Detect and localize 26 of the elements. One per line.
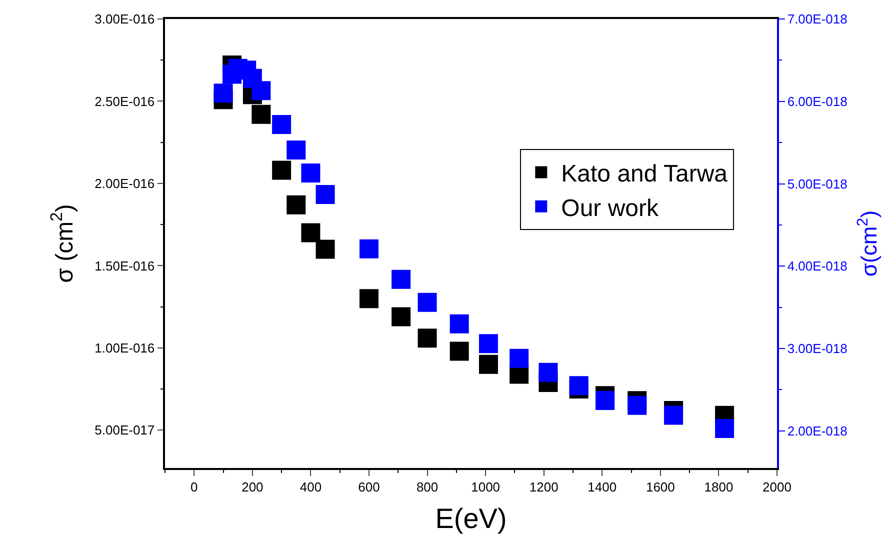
x-tick-label: 1000 <box>471 479 500 494</box>
y-tick-label: 1.50E-016 <box>94 258 155 274</box>
x-tick-label: 1600 <box>646 479 675 494</box>
y2-tick-label: 4.00E-018 <box>787 258 848 274</box>
y-tick-label: 2.50E-016 <box>94 94 155 109</box>
x-axis-title: E(eV) <box>435 502 507 534</box>
y2-tick-label: 7.00E-018 <box>787 12 848 27</box>
y2-tick-label: 3.00E-018 <box>787 341 848 356</box>
y2-tick-label: 2.00E-018 <box>787 423 848 438</box>
x-tick-label: 1800 <box>704 479 734 494</box>
y2-tick-label: 5.00E-018 <box>787 176 848 192</box>
legend-label: Our work <box>561 194 660 222</box>
y2-tick-label: 6.00E-018 <box>787 94 848 109</box>
x-tick-label: 600 <box>358 479 380 494</box>
y-tick-label: 3.00E-016 <box>94 12 155 27</box>
y-tick-label: 5.00E-017 <box>94 422 155 438</box>
x-tick-label: 1200 <box>529 479 558 494</box>
x-tick-label: 0 <box>190 479 198 494</box>
x-tick-label: 800 <box>416 479 438 494</box>
x-tick-label: 2000 <box>762 479 792 494</box>
x-tick-label: 1400 <box>588 479 617 494</box>
y-tick-label: 1.00E-016 <box>94 340 155 356</box>
x-tick-label: 400 <box>300 479 322 494</box>
legend-label: Kato and Tarwa <box>561 160 728 188</box>
x-tick-label: 200 <box>242 479 264 494</box>
y-tick-label: 2.00E-016 <box>94 176 155 192</box>
